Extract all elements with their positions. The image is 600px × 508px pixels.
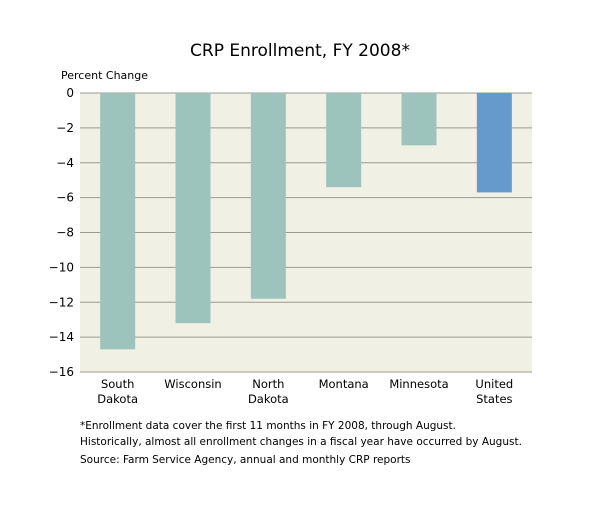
bar [326, 93, 362, 188]
y-axis-ticks: 0 −2 −4 −6 −8 −10 −12 −14 −16 [49, 86, 74, 379]
bar [250, 93, 286, 299]
y-tick-label: −4 [56, 156, 74, 170]
footnote-continued: Historically, almost all enrollment chan… [80, 436, 522, 448]
x-tick-label: Dakota [248, 392, 289, 406]
bar [476, 93, 512, 193]
y-tick-label: 0 [66, 86, 74, 100]
x-tick-label: Minnesota [389, 377, 448, 391]
source-note: Source: Farm Service Agency, annual and … [80, 454, 410, 466]
x-tick-label: South [101, 377, 134, 391]
y-axis-label: Percent Change [61, 69, 148, 82]
x-tick-label: Dakota [97, 392, 138, 406]
grid [80, 92, 532, 373]
bar [401, 93, 437, 146]
x-tick-label: North [252, 377, 284, 391]
y-tick-label: −2 [56, 121, 74, 135]
x-tick-label: Wisconsin [164, 377, 221, 391]
y-tick-label: −14 [49, 330, 74, 344]
y-tick-label: −12 [49, 295, 74, 309]
y-tick-label: −8 [56, 226, 74, 240]
y-tick-label: −10 [49, 260, 74, 274]
chart-title: CRP Enrollment, FY 2008* [190, 41, 410, 61]
x-tick-label: States [476, 392, 512, 406]
x-tick-label: United [475, 377, 513, 391]
bar [100, 93, 136, 350]
y-tick-label: −16 [49, 365, 74, 379]
bar [175, 93, 211, 324]
footnote: *Enrollment data cover the first 11 mont… [80, 420, 456, 432]
y-tick-label: −6 [56, 191, 74, 205]
x-tick-label: Montana [319, 377, 369, 391]
bars [100, 93, 512, 350]
